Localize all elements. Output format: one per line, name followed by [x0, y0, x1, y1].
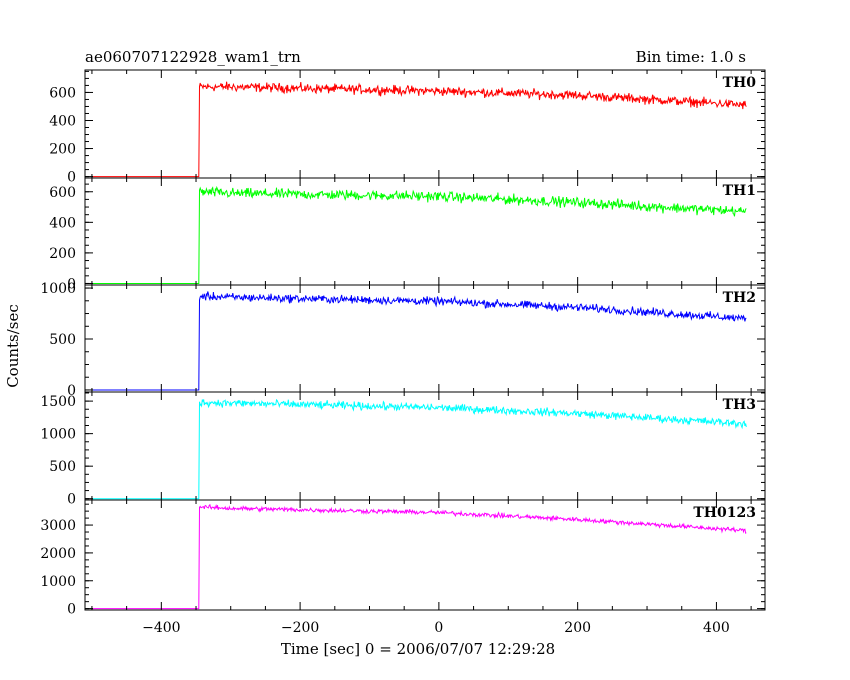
x-tick-label: 0	[434, 620, 443, 636]
y-tick-label: 500	[49, 332, 76, 348]
panel-th0: 0 200 400 600 TH0	[49, 69, 766, 186]
x-tick-label: −400	[142, 620, 180, 636]
y-tick-label: 500	[49, 459, 76, 475]
series-line-th3	[91, 398, 747, 500]
y-tick-label: 2000	[40, 546, 76, 562]
panel-label-th0123: TH0123	[693, 505, 756, 521]
y-tick-label: 1000	[40, 281, 76, 297]
x-tick-label: 400	[703, 620, 730, 636]
x-tick-label: 200	[564, 620, 591, 636]
panel-th0123: 0 1000 2000 3000 TH0123	[40, 499, 766, 618]
y-tick-label: 3000	[40, 518, 76, 534]
y-tick-label: 1500	[40, 394, 76, 410]
panel-frame	[84, 69, 766, 179]
y-tick-label: 400	[49, 215, 76, 231]
panel-frame	[84, 499, 766, 611]
panel-stack: 0 200 400 600 TH0 0 200 400 600 TH1 0 500 1000 TH2 0 50…	[40, 69, 766, 618]
y-tick-label: 200	[49, 142, 76, 158]
panel-th3: 0 500 1000 1500 TH3	[40, 391, 766, 508]
y-tick-label: 400	[49, 113, 76, 129]
series-line-th0	[91, 81, 747, 178]
x-tick-label: −200	[281, 620, 319, 636]
y-axis-label: Counts/sec	[4, 304, 22, 388]
panel-th2: 0 500 1000 TH2	[40, 281, 766, 399]
y-tick-label: 600	[49, 185, 76, 201]
y-tick-label: 0	[67, 383, 76, 399]
series-line-th1	[91, 185, 747, 284]
panel-label-th3: TH3	[723, 397, 756, 413]
y-tick-label: 0	[67, 602, 76, 618]
x-axis: −400 −200 0 200 400	[142, 620, 730, 636]
y-tick-label: 200	[49, 246, 76, 262]
y-tick-label: 0	[67, 276, 76, 292]
y-tick-label: 600	[49, 85, 76, 101]
panel-label-th2: TH2	[723, 290, 756, 306]
panel-frame	[84, 177, 766, 286]
chart-title: ae060707122928_wam1_trn	[85, 48, 301, 66]
x-axis-label: Time [sec] 0 = 2006/07/07 12:29:28	[281, 640, 555, 658]
series-line-th0123	[91, 503, 747, 610]
y-tick-label: 0	[67, 170, 76, 186]
panel-label-th1: TH1	[723, 183, 756, 199]
panel-label-th0: TH0	[723, 75, 757, 91]
y-tick-label: 1000	[40, 427, 76, 443]
bin-time-label: Bin time: 1.0 s	[636, 48, 746, 66]
series-line-th2	[91, 291, 747, 391]
panel-th1: 0 200 400 600 TH1	[49, 177, 766, 292]
y-tick-label: 1000	[40, 574, 76, 590]
y-tick-label: 0	[67, 492, 76, 508]
